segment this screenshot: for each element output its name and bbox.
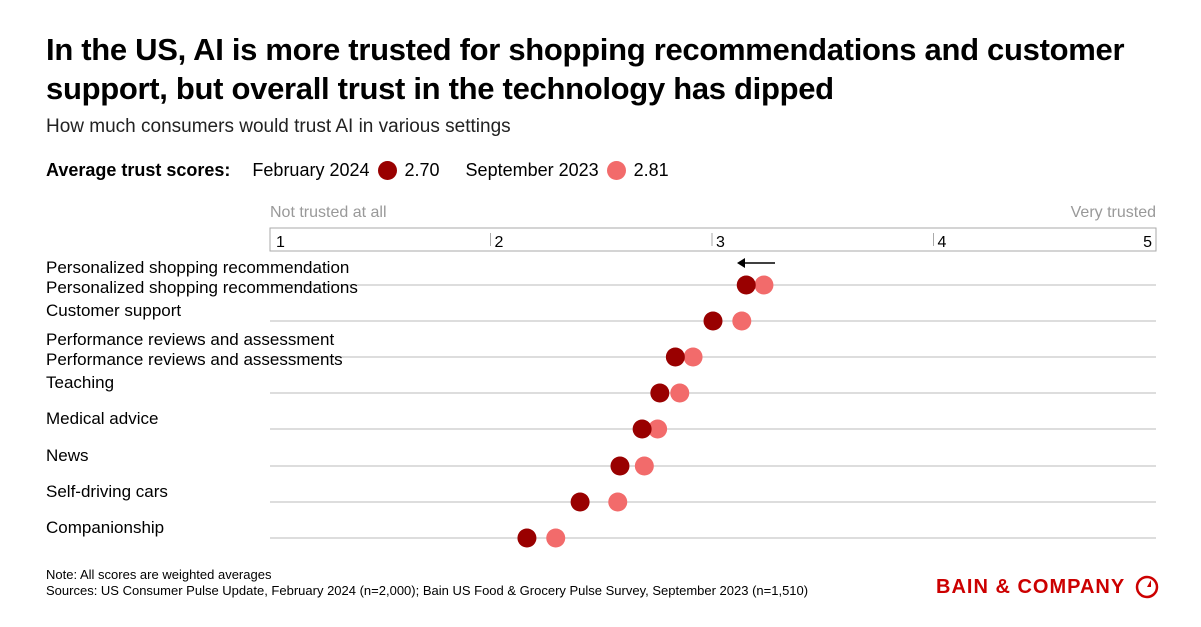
category-label: News [46,446,89,465]
chart-subtitle: How much consumers would trust AI in var… [46,116,511,137]
chart-title: In the US, AI is more trusted for shoppi… [46,32,1125,106]
tick-label: 3 [716,234,725,251]
category-label: Self-driving cars [46,482,168,501]
bain-logo: BAIN & COMPANY [936,575,1159,599]
category-label: Teaching [46,373,114,392]
dot-sep2023 [683,347,703,367]
category-label: Medical advice [46,409,158,428]
legend-dot-feb2024 [377,161,397,180]
legend-series-avg: 2.70 [404,160,440,180]
tick-label: 1 [276,234,285,251]
dot-feb2024 [610,456,630,476]
dot-feb2024 [517,528,537,548]
legend: Average trust scores: February 2024 2.70… [46,160,669,181]
arrow-head-icon [737,258,745,268]
scale-low-label: Not trusted at all [270,204,387,221]
dot-sep2023 [732,311,752,331]
dot-feb2024 [665,347,685,367]
tick-label: 2 [495,234,504,251]
dot-feb2024 [703,311,723,331]
legend-series-avg: 2.81 [633,160,669,180]
category-label: Customer support [46,301,181,320]
category-label: Companionship [46,518,164,537]
legend-dot-sep2023 [606,161,626,180]
legend-series-name: February 2024 [252,160,370,180]
dot-sep2023 [634,456,654,476]
logo-icon [1135,575,1159,599]
dot-feb2024 [736,275,756,295]
dot-sep2023 [670,383,690,403]
tick-label: 4 [938,234,947,251]
dot-feb2024 [570,492,590,512]
scale-high-label: Very trusted [1071,204,1156,221]
dot-sep2023 [608,492,628,512]
dot-sep2023 [648,419,668,439]
footnote: Note: All scores are weighted averages S… [46,567,808,599]
legend-series-name: September 2023 [465,160,599,180]
dot-sep2023 [754,275,774,295]
tick-label: 5 [1143,234,1152,251]
logo-text: BAIN & COMPANY [936,575,1126,598]
category-label: Performance reviews and assessment Perfor… [46,330,343,369]
dot-feb2024 [632,419,652,439]
sources-text: Sources: US Consumer Pulse Update, Febru… [46,583,809,598]
note-text: Note: All scores are weighted averages [46,567,272,582]
axis-box [269,227,1157,252]
category-label: Personalized shopping recommendation Pers… [46,258,358,297]
legend-label: Average trust scores: [46,160,231,180]
dot-feb2024 [650,383,670,403]
dot-sep2023 [546,528,566,548]
